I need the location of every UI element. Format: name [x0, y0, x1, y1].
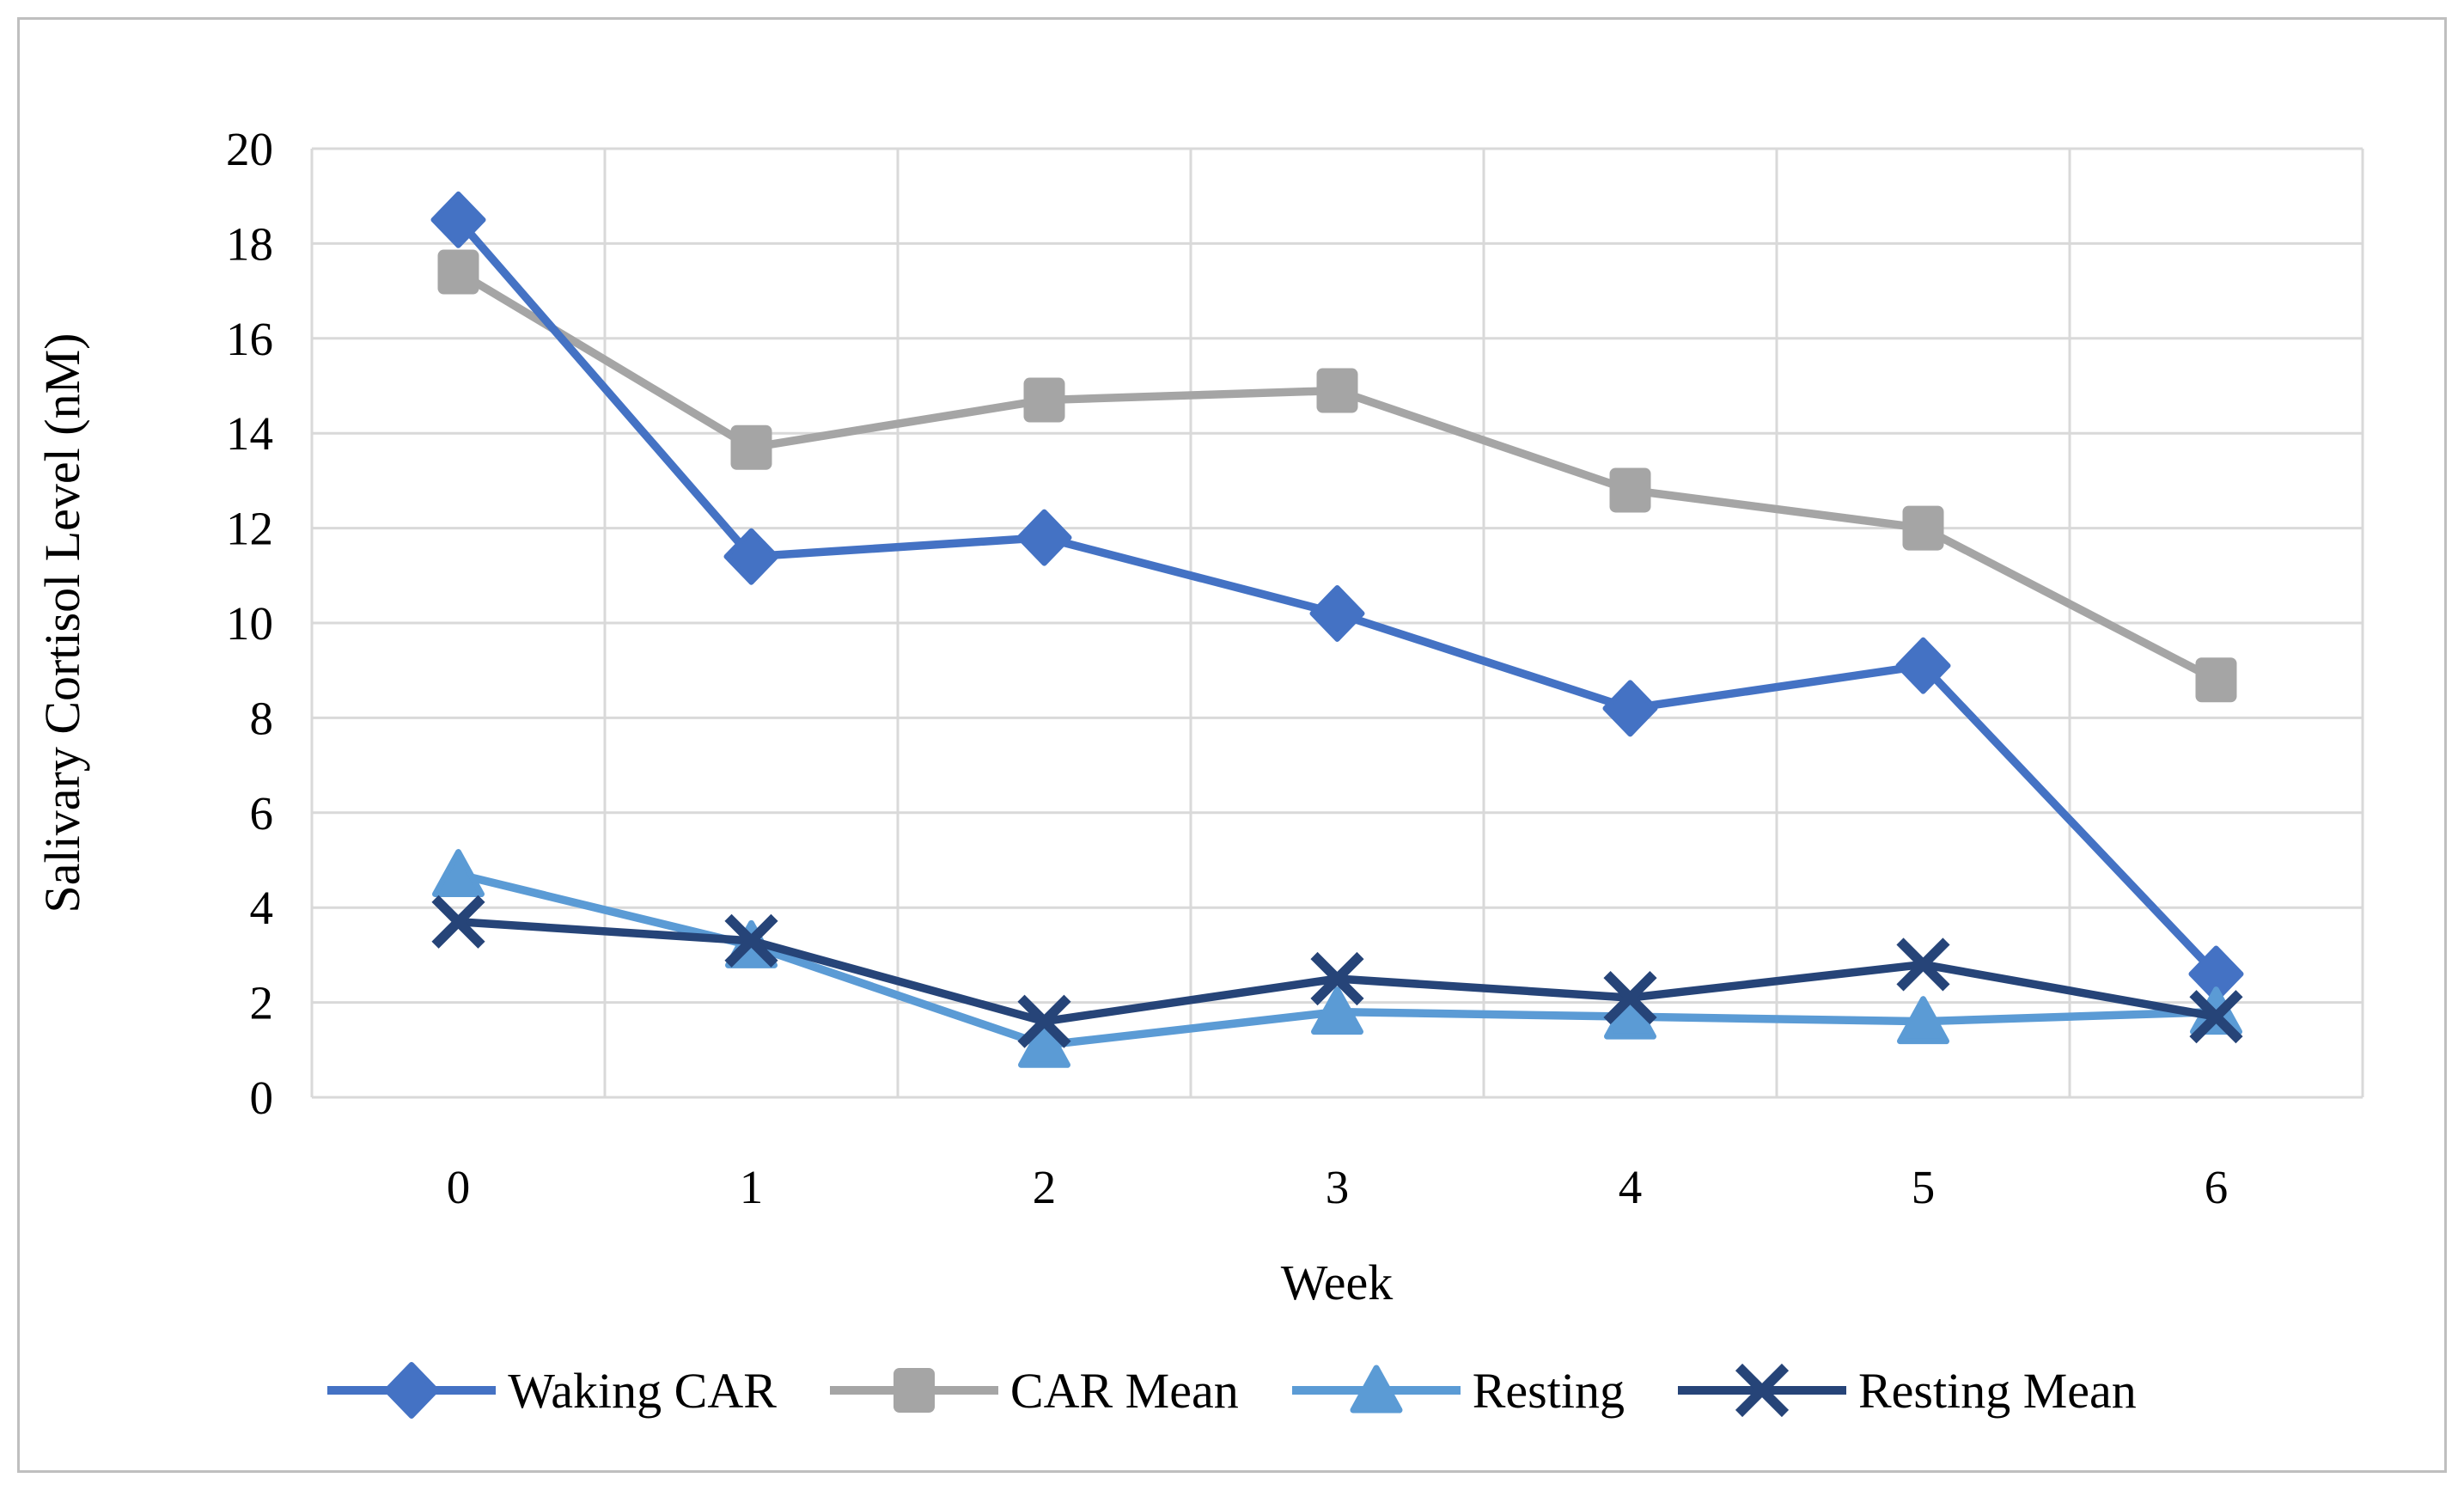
- x-marker: [1310, 951, 1364, 1006]
- diamond-legend-swatch: [327, 1362, 497, 1419]
- x-tick-label: 2: [1033, 1161, 1057, 1213]
- legend-label: Resting Mean: [1857, 1362, 2137, 1419]
- x-tick-label: 0: [447, 1161, 471, 1213]
- x-marker: [1017, 994, 1071, 1048]
- y-axis-tick-labels: 0 2 4 6 8 10 12 14 16 18 20: [226, 123, 273, 1124]
- y-tick-label: 12: [226, 503, 273, 555]
- legend-item-waking-car: Waking CAR: [327, 1359, 777, 1421]
- gridlines: [310, 147, 2364, 1099]
- diamond-marker: [1602, 680, 1658, 737]
- y-tick-label: 16: [226, 313, 273, 365]
- square-marker: [730, 424, 772, 470]
- x-tick-label: 4: [1619, 1161, 1643, 1213]
- x-marker: [724, 913, 778, 968]
- x-marker: [1896, 937, 1950, 992]
- y-tick-label: 0: [250, 1072, 274, 1124]
- x-marker: [2189, 990, 2243, 1044]
- y-tick-label: 6: [250, 787, 274, 840]
- legend-label: CAR Mean: [1009, 1362, 1239, 1419]
- triangle-marker: [432, 849, 485, 898]
- y-tick-label: 18: [226, 217, 273, 270]
- y-tick-label: 10: [226, 597, 273, 650]
- square-marker: [893, 1368, 935, 1413]
- series-resting: [432, 849, 2242, 1068]
- triangle-marker: [1897, 996, 1949, 1045]
- triangle-marker: [1350, 1365, 1403, 1414]
- x-tick-label: 1: [740, 1161, 764, 1213]
- diamond-marker: [1016, 509, 1072, 566]
- x-axis-title: Week: [1281, 1255, 1394, 1310]
- triangle-marker: [1018, 1019, 1070, 1068]
- legend-item-resting: Resting: [1291, 1359, 1625, 1421]
- diamond-marker: [384, 1362, 440, 1419]
- y-tick-label: 8: [250, 692, 274, 744]
- y-tick-label: 4: [250, 882, 274, 934]
- x-marker: [1603, 971, 1657, 1025]
- y-axis-title: Salivary Cortisol Level (nM): [34, 333, 90, 913]
- square-marker: [2195, 657, 2237, 703]
- square-marker: [1609, 467, 1651, 513]
- y-tick-label: 14: [226, 407, 273, 460]
- triangle-legend-swatch: [1291, 1365, 1461, 1414]
- series-car-mean: [437, 249, 2237, 703]
- diamond-marker: [430, 191, 486, 248]
- diamond-marker: [1309, 584, 1365, 642]
- square-marker: [437, 249, 479, 295]
- y-tick-label: 20: [226, 123, 273, 175]
- square-marker: [1023, 377, 1065, 423]
- x-tick-label: 6: [2205, 1161, 2229, 1213]
- square-legend-swatch: [829, 1368, 998, 1413]
- x-marker: [431, 895, 485, 949]
- square-marker: [1902, 505, 1944, 551]
- x-tick-label: 5: [1912, 1161, 1936, 1213]
- series-lines: [430, 191, 2244, 1068]
- x-legend-swatch: [1677, 1363, 1846, 1418]
- legend-label: Waking CAR: [508, 1362, 777, 1419]
- diamond-marker: [723, 528, 779, 585]
- legend-item-car-mean: CAR Mean: [829, 1359, 1239, 1421]
- x-tick-label: 3: [1326, 1161, 1350, 1213]
- diamond-marker: [1895, 637, 1951, 694]
- x-axis-tick-labels: 0 1 2 3 4 5 6: [447, 1161, 2229, 1213]
- series-waking-car: [430, 191, 2244, 1003]
- x-marker: [1735, 1363, 1790, 1418]
- legend-label: Resting: [1472, 1362, 1625, 1419]
- y-tick-label: 2: [250, 977, 274, 1029]
- legend-item-resting-mean: Resting Mean: [1677, 1359, 2137, 1421]
- square-marker: [1316, 368, 1358, 413]
- triangle-marker: [1311, 986, 1363, 1035]
- chart-legend: Waking CAR CAR Mean Resting Resting Mean: [0, 1347, 2464, 1433]
- series-resting-mean: [431, 895, 2243, 1048]
